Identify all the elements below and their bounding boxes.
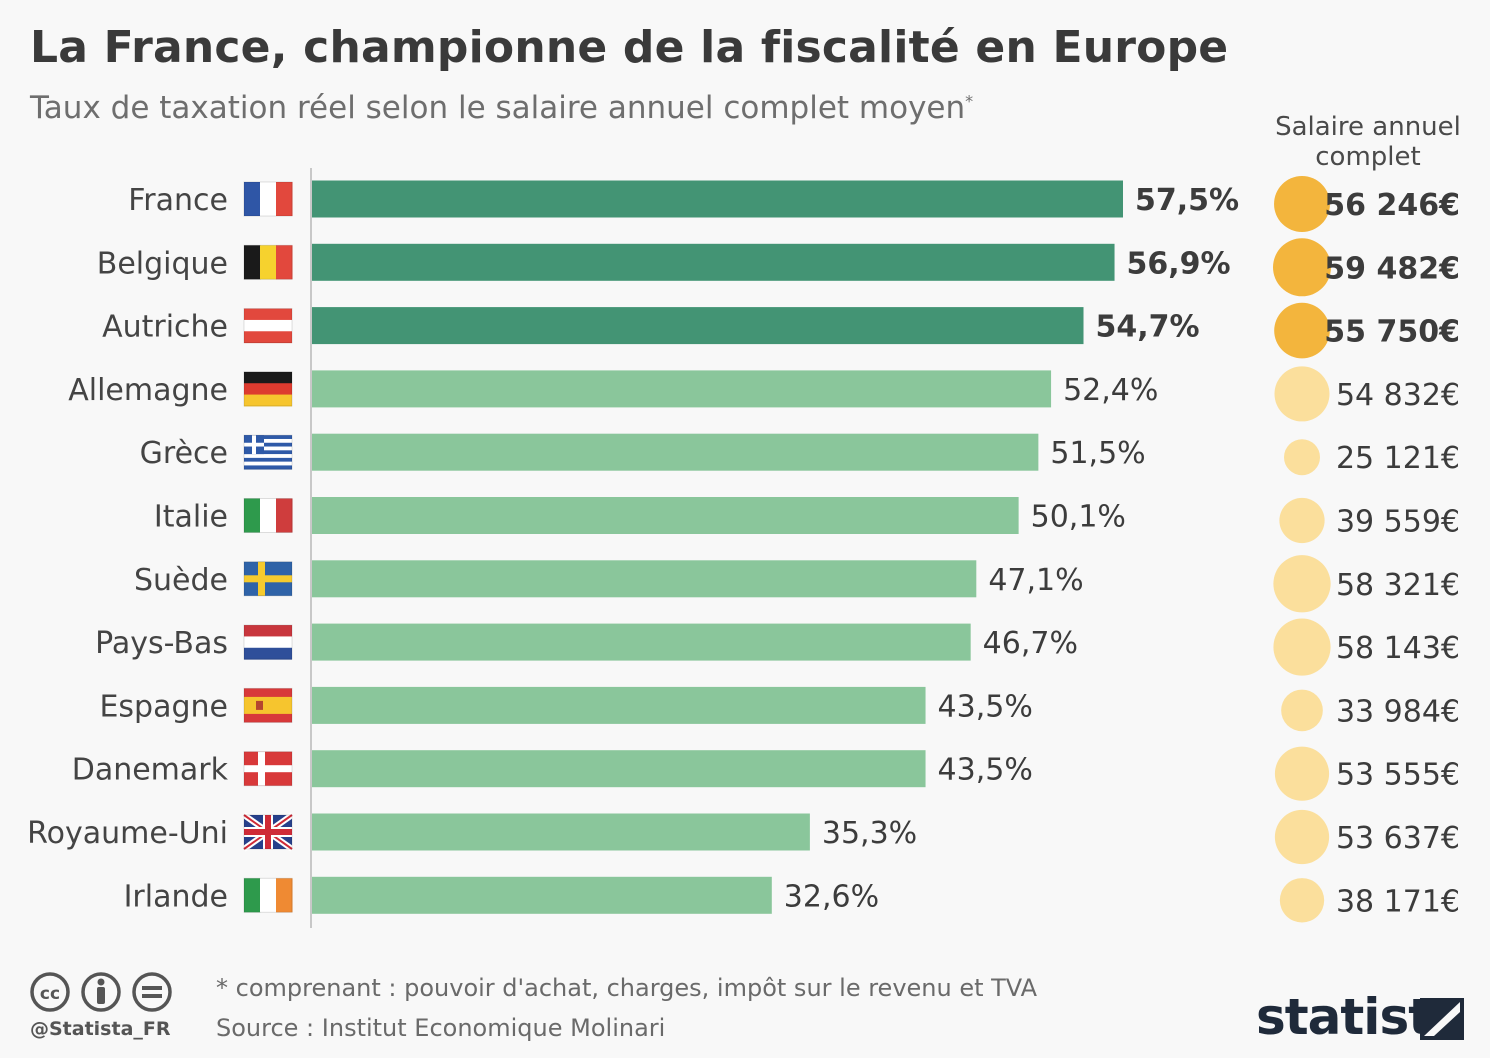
bar-belgique bbox=[312, 243, 1115, 281]
salary-label-irlande: 38 171€ bbox=[1336, 884, 1460, 919]
value-label-danemark: 43,5% bbox=[938, 753, 1033, 788]
value-label-suede: 47,1% bbox=[988, 563, 1083, 598]
salary-bubble-royaume-uni bbox=[1274, 809, 1330, 865]
category-label-autriche: Autriche bbox=[102, 310, 228, 345]
subtitle-text: Taux de taxation réel selon le salaire a… bbox=[30, 90, 966, 126]
bar-chart: France 57,5% 56 246€ Belgique 56,9% 59 482€ Au… bbox=[27, 168, 1460, 928]
salary-bubble-pays-bas bbox=[1273, 618, 1331, 676]
salary-label-suede: 58 321€ bbox=[1336, 568, 1460, 603]
flag-france-icon bbox=[243, 181, 293, 217]
value-label-royaume-uni: 35,3% bbox=[822, 816, 917, 851]
flag-netherlands-icon bbox=[243, 624, 293, 660]
bar-danemark bbox=[312, 750, 926, 788]
cc-icon: cc bbox=[30, 972, 70, 1012]
category-label-italie: Italie bbox=[154, 500, 228, 535]
salary-bubble-belgique bbox=[1273, 238, 1331, 297]
bar-france bbox=[312, 180, 1123, 218]
social-handle: @Statista_FR bbox=[30, 1018, 171, 1040]
salary-label-grece: 25 121€ bbox=[1336, 441, 1460, 476]
salary-label-autriche: 55 750€ bbox=[1324, 315, 1460, 350]
chart-title: La France, championne de la fiscalité en… bbox=[30, 22, 1229, 73]
salary-label-allemagne: 54 832€ bbox=[1336, 378, 1460, 413]
salary-bubble-france bbox=[1274, 176, 1330, 232]
value-label-belgique: 56,9% bbox=[1127, 246, 1231, 281]
category-label-allemagne: Allemagne bbox=[68, 373, 228, 408]
flag-spain-icon bbox=[243, 687, 293, 723]
category-label-suede: Suède bbox=[134, 563, 228, 598]
flag-germany-icon bbox=[243, 371, 293, 407]
salary-bubble-autriche bbox=[1274, 302, 1330, 359]
value-label-autriche: 54,7% bbox=[1096, 310, 1200, 345]
flag-belgium-icon bbox=[243, 244, 293, 280]
salary-label-pays-bas: 58 143€ bbox=[1336, 631, 1460, 666]
salary-label-france: 56 246€ bbox=[1324, 188, 1460, 223]
flag-italy-icon bbox=[243, 498, 293, 533]
category-label-belgique: Belgique bbox=[97, 246, 228, 281]
value-label-allemagne: 52,4% bbox=[1063, 373, 1158, 408]
bar-irlande bbox=[312, 876, 772, 914]
by-icon bbox=[81, 972, 121, 1012]
salary-label-belgique: 59 482€ bbox=[1324, 251, 1460, 286]
value-label-irlande: 32,6% bbox=[784, 879, 879, 914]
salary-bubble-suede bbox=[1273, 555, 1331, 613]
bar-royaume-uni bbox=[312, 813, 810, 851]
flag-sweden-icon bbox=[243, 561, 293, 597]
bar-autriche bbox=[312, 307, 1084, 345]
subtitle-footnote-mark: * bbox=[965, 91, 974, 111]
flag-austria-icon bbox=[243, 308, 293, 344]
svg-text:cc: cc bbox=[40, 984, 60, 1004]
flag-denmark-icon bbox=[243, 751, 293, 787]
license-icons: cc bbox=[30, 972, 172, 1012]
bar-grece bbox=[312, 433, 1039, 471]
salary-bubble-irlande bbox=[1279, 878, 1325, 923]
value-label-espagne: 43,5% bbox=[938, 689, 1033, 724]
category-label-espagne: Espagne bbox=[99, 689, 228, 724]
statista-logo-icon bbox=[1420, 998, 1464, 1040]
salary-column-header: Salaire annuel complet bbox=[1275, 112, 1461, 172]
salary-label-italie: 39 559€ bbox=[1336, 505, 1460, 540]
salary-bubble-allemagne bbox=[1274, 366, 1330, 422]
flag-greece-icon bbox=[243, 434, 293, 470]
chart-subtitle: Taux de taxation réel selon le salaire a… bbox=[30, 90, 973, 126]
salary-bubble-italie bbox=[1279, 497, 1325, 544]
bar-italie bbox=[312, 497, 1019, 534]
nd-icon bbox=[132, 972, 172, 1012]
value-label-pays-bas: 46,7% bbox=[983, 626, 1078, 661]
salary-label-espagne: 33 984€ bbox=[1336, 694, 1460, 729]
value-label-italie: 50,1% bbox=[1031, 500, 1126, 535]
source-note: Source : Institut Economique Molinari bbox=[216, 1014, 666, 1042]
category-label-danemark: Danemark bbox=[72, 753, 229, 788]
category-label-irlande: Irlande bbox=[124, 879, 228, 914]
category-label-grece: Grèce bbox=[140, 436, 228, 471]
value-label-grece: 51,5% bbox=[1050, 436, 1145, 471]
category-label-royaume-uni: Royaume-Uni bbox=[27, 816, 228, 851]
flag-uk-icon bbox=[242, 812, 294, 852]
category-label-pays-bas: Pays-Bas bbox=[95, 626, 228, 661]
bar-suede bbox=[312, 560, 977, 598]
salary-label-danemark: 53 555€ bbox=[1336, 758, 1460, 793]
value-label-france: 57,5% bbox=[1135, 183, 1239, 218]
salary-bubble-danemark bbox=[1274, 746, 1330, 801]
category-label-france: France bbox=[128, 183, 228, 218]
flag-ireland-icon bbox=[243, 877, 293, 913]
bar-pays-bas bbox=[312, 623, 971, 661]
footnote: * comprenant : pouvoir d'achat, charges,… bbox=[216, 974, 1038, 1002]
salary-label-royaume-uni: 53 637€ bbox=[1336, 821, 1460, 856]
bar-espagne bbox=[312, 686, 926, 724]
salary-bubble-grece bbox=[1284, 439, 1320, 476]
salary-bubble-espagne bbox=[1281, 689, 1323, 732]
bar-allemagne bbox=[312, 370, 1052, 408]
